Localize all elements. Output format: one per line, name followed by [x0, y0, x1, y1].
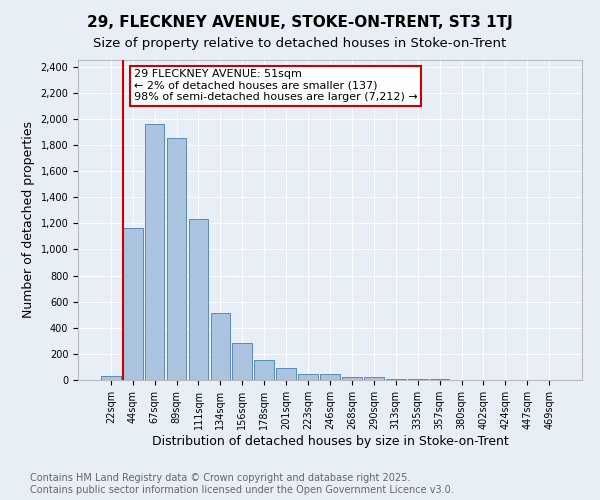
Bar [298, 374, 318, 380]
Bar [342, 378, 362, 380]
Bar [386, 378, 406, 380]
Bar [276, 368, 296, 380]
Bar [364, 378, 384, 380]
Bar [101, 376, 121, 380]
Bar [188, 220, 208, 380]
Bar [211, 312, 230, 380]
Text: Contains HM Land Registry data © Crown copyright and database right 2025.
Contai: Contains HM Land Registry data © Crown c… [30, 474, 454, 495]
Bar [320, 374, 340, 380]
Bar [123, 228, 143, 380]
Bar [145, 124, 164, 380]
X-axis label: Distribution of detached houses by size in Stoke-on-Trent: Distribution of detached houses by size … [152, 434, 508, 448]
Text: 29, FLECKNEY AVENUE, STOKE-ON-TRENT, ST3 1TJ: 29, FLECKNEY AVENUE, STOKE-ON-TRENT, ST3… [87, 15, 513, 30]
Bar [254, 360, 274, 380]
Text: 29 FLECKNEY AVENUE: 51sqm
← 2% of detached houses are smaller (137)
98% of semi-: 29 FLECKNEY AVENUE: 51sqm ← 2% of detach… [134, 69, 418, 102]
Text: Size of property relative to detached houses in Stoke-on-Trent: Size of property relative to detached ho… [94, 38, 506, 51]
Y-axis label: Number of detached properties: Number of detached properties [22, 122, 35, 318]
Bar [232, 344, 252, 380]
Bar [167, 138, 187, 380]
